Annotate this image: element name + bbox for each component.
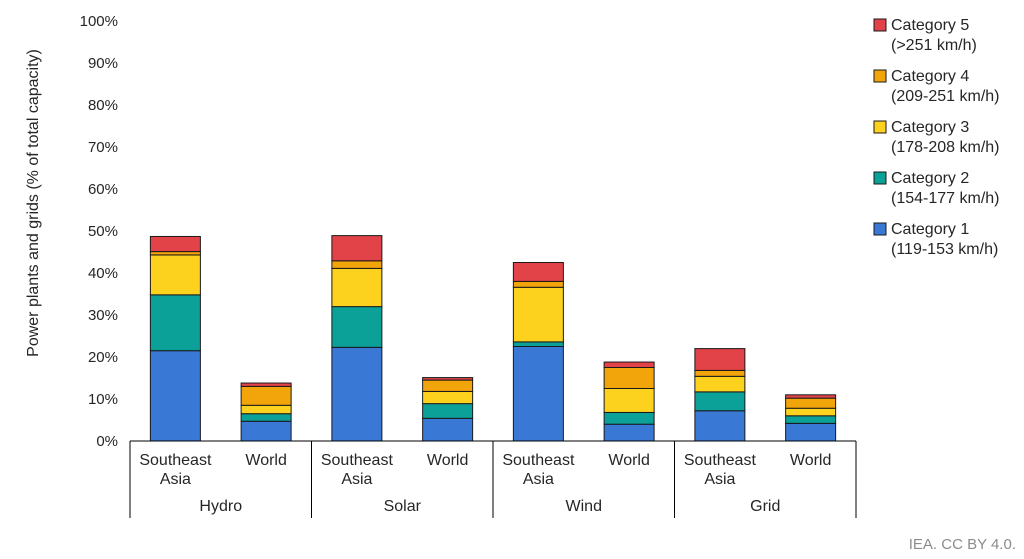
bar-segment	[603, 388, 655, 413]
y-ticks: 0% 10% 20% 30% 40% 50% 60% 70% 80% 90% 100%	[80, 13, 118, 450]
bar-segment	[422, 403, 474, 419]
bar-segment	[694, 375, 746, 393]
bar-segment	[149, 251, 201, 256]
legend-label: Category 4	[891, 68, 969, 85]
legend-label: Category 2	[891, 170, 969, 187]
bar-label: Southeast Asia	[139, 452, 212, 488]
x-axis: Southeast Asia World Hydro Southeast Asia Worl…	[129, 440, 857, 518]
bar-segment	[512, 280, 564, 288]
y-tick-label: 10%	[88, 391, 118, 408]
bar-segment	[331, 346, 383, 442]
bar-segment	[694, 348, 746, 371]
bar-segment	[149, 294, 201, 352]
legend-label: Category 1	[891, 221, 969, 238]
bar-segment	[331, 306, 383, 348]
group-label: Grid	[750, 498, 780, 515]
y-tick-label: 40%	[88, 265, 118, 282]
legend-swatch	[873, 171, 887, 185]
group-label: Solar	[384, 498, 422, 515]
legend-label: Category 5	[891, 17, 969, 34]
y-tick-label: 60%	[88, 181, 118, 198]
bar-segment	[603, 361, 655, 369]
legend-swatch	[873, 120, 887, 134]
bar-segment	[512, 286, 564, 343]
y-tick-label: 90%	[88, 55, 118, 72]
bar-segment	[240, 385, 292, 406]
bar-segment	[240, 420, 292, 442]
bar-segment	[603, 367, 655, 389]
bar-segment	[422, 377, 474, 381]
bar-segment	[240, 382, 292, 387]
legend-swatch	[873, 18, 887, 32]
legend: Category 5 (>251 km/h) Category 4 (209-251 …	[873, 17, 1000, 258]
legend-range: (>251 km/h)	[891, 37, 977, 54]
bar-segment	[422, 379, 474, 392]
bar-segment	[422, 390, 474, 405]
y-tick-label: 30%	[88, 307, 118, 324]
bar-segment	[785, 407, 837, 417]
bar-segment	[694, 391, 746, 412]
bar-segment	[603, 411, 655, 425]
bar-label: Southeast Asia	[321, 452, 394, 488]
legend-range: (178-208 km/h)	[891, 139, 1000, 156]
bar-label: World	[427, 452, 469, 469]
bar-segment	[603, 423, 655, 442]
bar-label: World	[245, 452, 287, 469]
legend-swatch	[873, 222, 887, 236]
legend-range: (154-177 km/h)	[891, 190, 1000, 207]
bar-segment	[512, 346, 564, 442]
bar-segment	[512, 262, 564, 282]
bar-label: World	[608, 452, 650, 469]
bar-segment	[785, 394, 837, 399]
bar-segment	[240, 404, 292, 415]
bar-segment	[331, 267, 383, 308]
bar-label: Southeast Asia	[502, 452, 575, 488]
y-tick-label: 100%	[80, 13, 118, 30]
bar-segment	[331, 260, 383, 269]
bar-segment	[149, 254, 201, 296]
legend-range: (119-153 km/h)	[891, 241, 998, 258]
bar-label: Southeast Asia	[684, 452, 757, 488]
y-tick-label: 20%	[88, 349, 118, 366]
legend-swatch	[873, 69, 887, 83]
group-label: Wind	[566, 498, 602, 515]
y-axis-label: Power plants and grids (% of total capac…	[25, 49, 42, 357]
source-credit: IEA. CC BY 4.0.	[908, 536, 1016, 553]
bar-label: World	[790, 452, 832, 469]
bar-segment	[422, 417, 474, 442]
y-tick-label: 50%	[88, 223, 118, 240]
bar-segment	[694, 369, 746, 377]
bar-segment	[331, 235, 383, 262]
bar-segment	[240, 413, 292, 422]
y-tick-label: 80%	[88, 97, 118, 114]
legend-range: (209-251 km/h)	[891, 88, 1000, 105]
bar-segment	[512, 341, 564, 348]
legend-label: Category 3	[891, 119, 969, 136]
bar-segment	[694, 410, 746, 442]
y-tick-label: 70%	[88, 139, 118, 156]
bar-segment	[785, 422, 837, 442]
bar-segment	[785, 415, 837, 424]
group-label: Hydro	[199, 498, 242, 515]
y-tick-label: 0%	[96, 433, 118, 450]
bar-segment	[149, 350, 201, 442]
bar-segment	[149, 235, 201, 253]
bars	[149, 235, 837, 442]
bar-segment	[785, 397, 837, 409]
